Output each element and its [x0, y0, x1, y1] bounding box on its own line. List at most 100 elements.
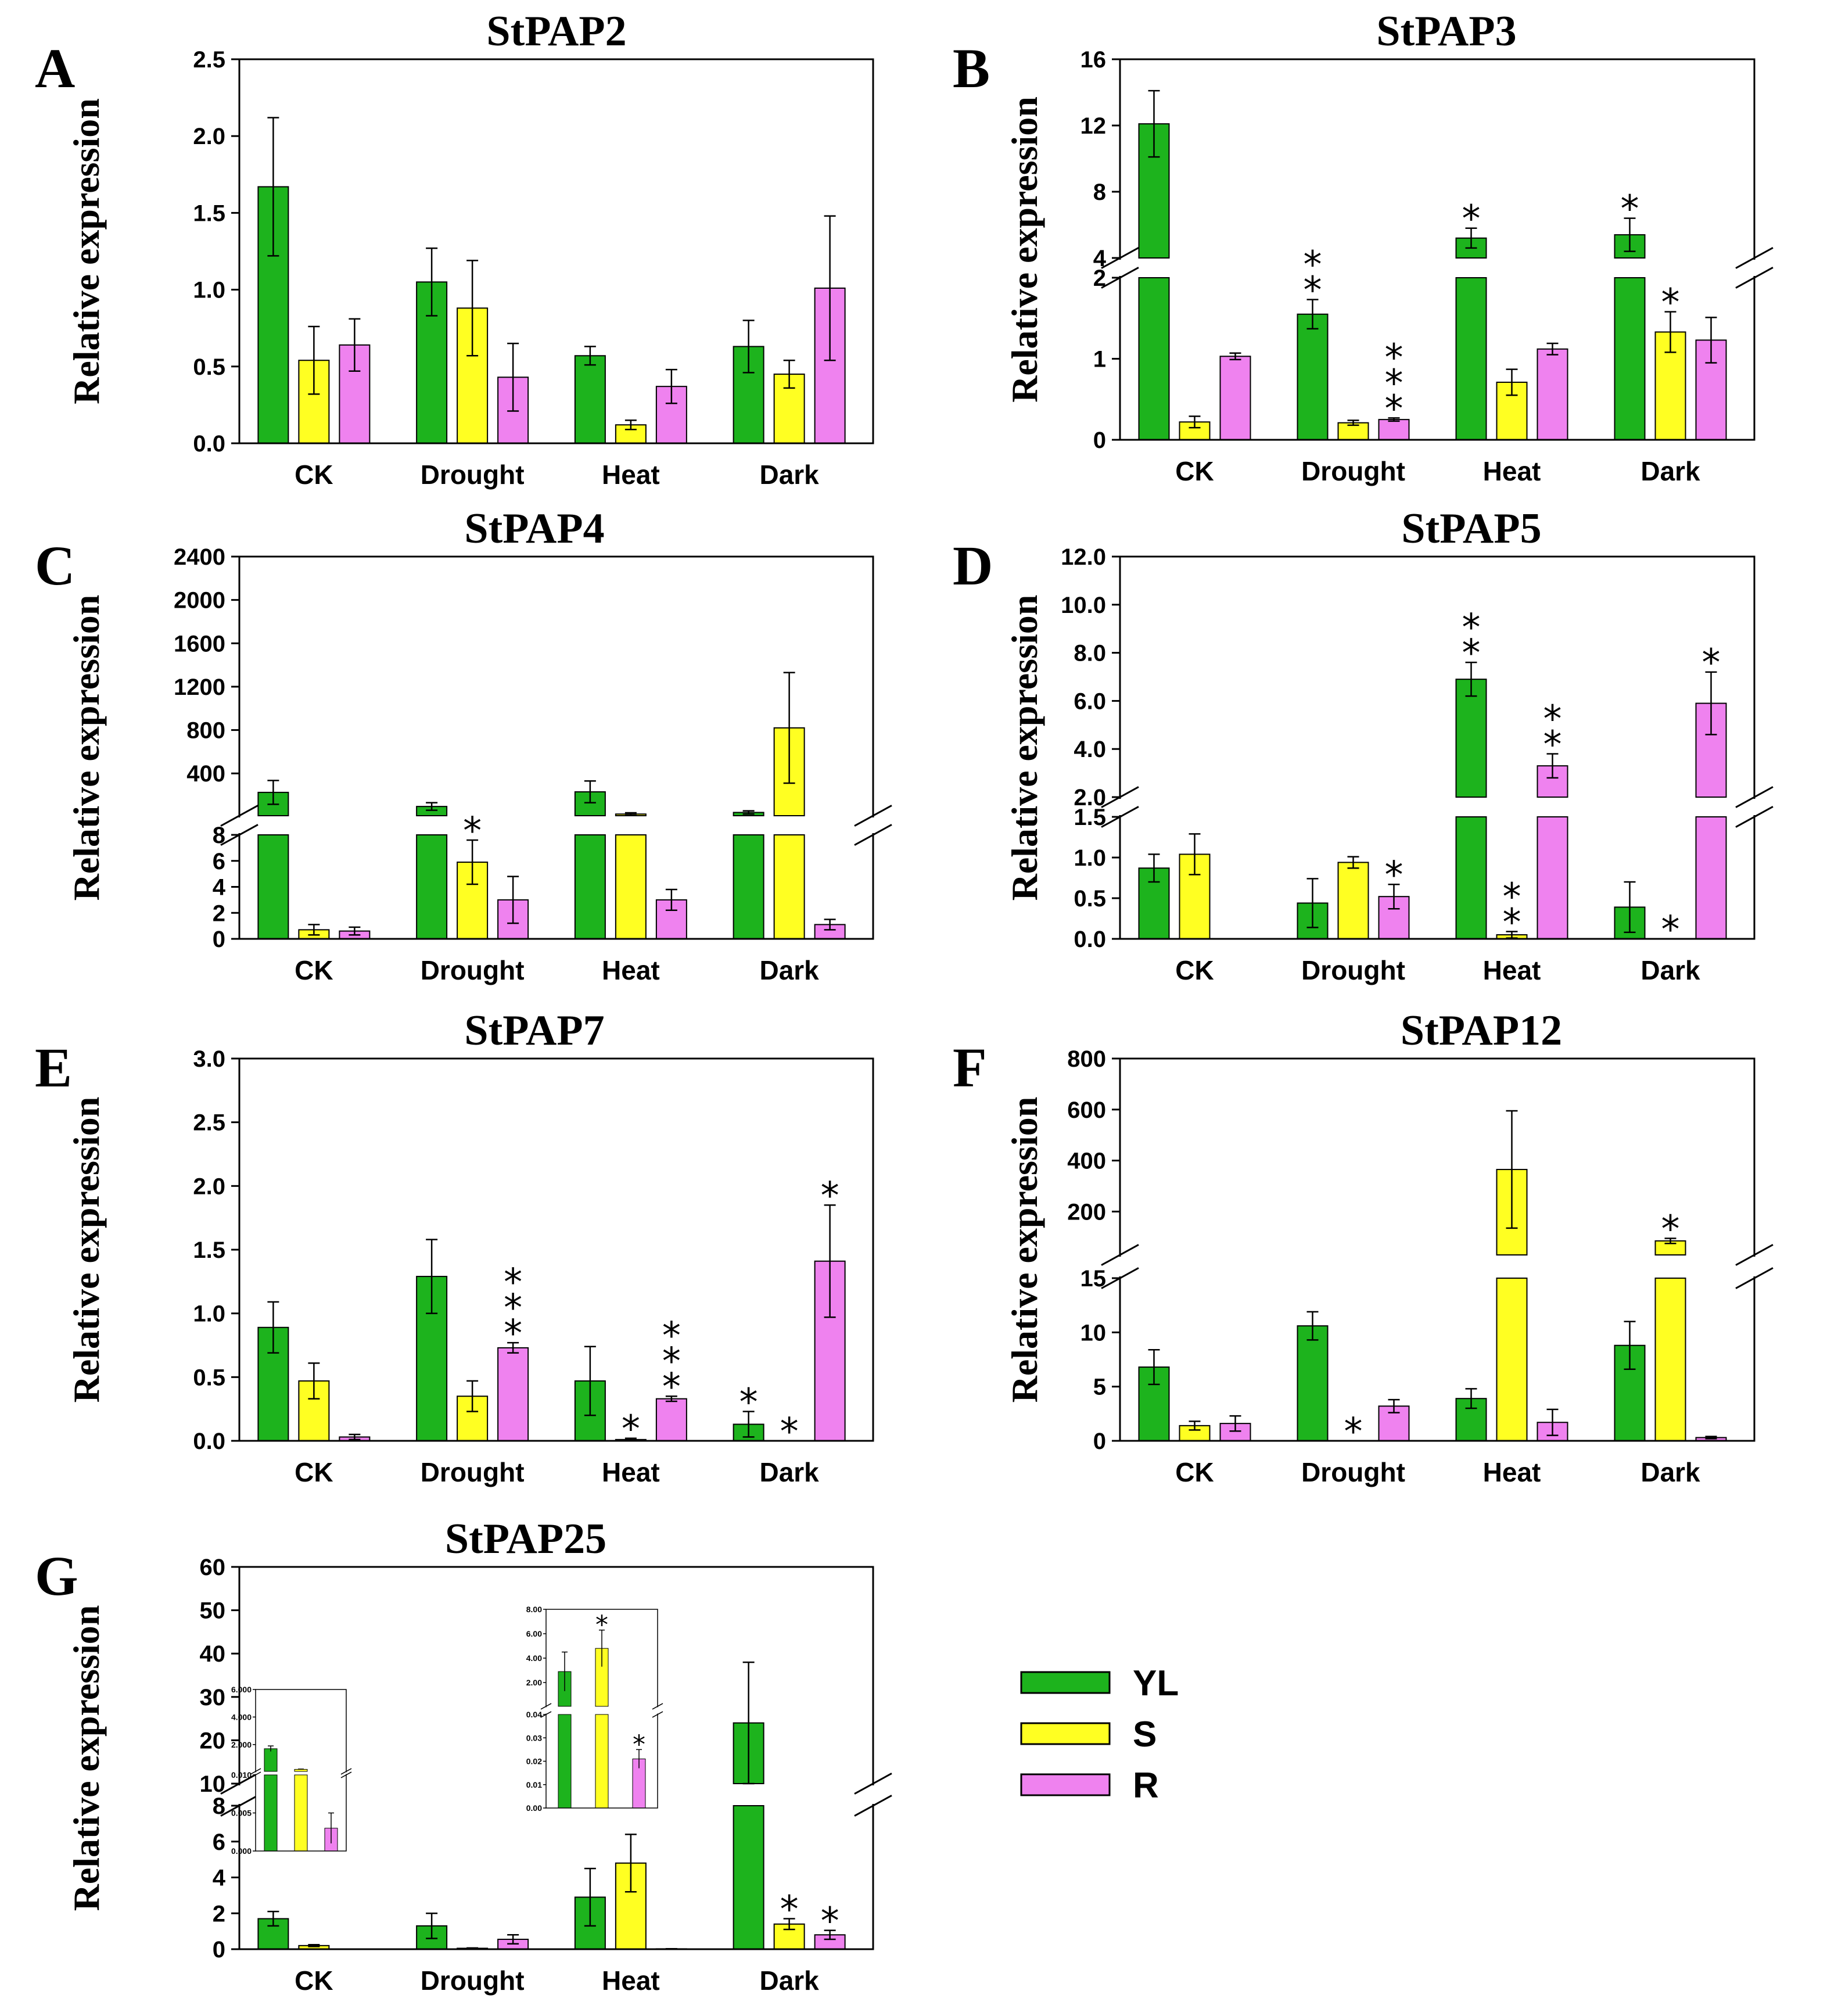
axis-break-mark — [1735, 267, 1774, 289]
x-tick-label: CK — [295, 955, 333, 985]
y-tick-label: 0 — [1093, 1429, 1106, 1454]
inset-y-tick-label: 0.03 — [526, 1733, 542, 1742]
inset-bar-s-upper — [294, 1769, 308, 1772]
bar-yl-ck-lower — [257, 834, 289, 939]
significance-mark: * — [463, 810, 482, 853]
bar-yl-ck-lower — [1138, 277, 1170, 440]
y-tick-label: 12.0 — [1061, 544, 1106, 570]
inset-bar-s-lower — [595, 1714, 609, 1809]
y-tick-label: 8 — [1093, 180, 1106, 205]
y-tick-label: 2 — [1093, 266, 1106, 291]
axis-break-mark — [220, 805, 259, 827]
y-tick-label: 60 — [200, 1555, 226, 1580]
bar-yl-drought — [1297, 1325, 1329, 1441]
bar-r-heat — [1537, 348, 1568, 441]
y-tick-label: 1.5 — [193, 1237, 225, 1263]
y-tick-label: 8.0 — [1074, 641, 1106, 666]
significance-mark: * — [1621, 188, 1639, 231]
panel-b: CK*****Drought*Heat**Dark012481216StPAP3… — [953, 8, 1774, 486]
significance-mark: * — [1661, 909, 1680, 952]
panel-letter: B — [953, 37, 990, 99]
bar-yl-heat-upper — [1455, 679, 1487, 798]
y-tick-label: 4 — [213, 875, 226, 901]
y-tick-label: 0 — [1093, 428, 1106, 453]
inset-y-tick-label: 6.000 — [231, 1685, 252, 1694]
y-tick-label: 2 — [213, 901, 225, 926]
y-axis-label: Relative expression — [1004, 1097, 1045, 1403]
bar-yl-heat — [574, 355, 606, 444]
y-tick-label: 0 — [213, 1937, 225, 1963]
panel-letter: G — [35, 1545, 78, 1607]
chart-title: StPAP5 — [1401, 505, 1541, 553]
chart-title: StPAP4 — [464, 505, 604, 553]
significance-mark: * — [1543, 698, 1562, 741]
y-axis-label: Relative expression — [66, 1097, 107, 1403]
significance-mark: * — [1702, 642, 1721, 685]
inset-bar-s-lower — [294, 1774, 308, 1852]
y-tick-label: 0.0 — [193, 431, 225, 457]
plot-frame — [1119, 1057, 1756, 1442]
axis-break-mark — [854, 805, 892, 827]
inset-heat: * * 0.00 0.01 0.02 0.03 0.04 2.00 4.00 6.00 8.00 — [526, 1605, 663, 1813]
y-tick-label: 3.0 — [193, 1046, 225, 1072]
x-tick-label: Heat — [1483, 955, 1541, 985]
x-tick-label: CK — [1175, 456, 1214, 486]
chart-title: StPAP2 — [486, 8, 626, 55]
panel-letter: C — [35, 535, 75, 597]
y-tick-label: 6.0 — [1074, 688, 1106, 714]
y-tick-label: 6 — [213, 1830, 225, 1855]
y-tick-label: 0.5 — [193, 1365, 225, 1390]
legend-swatch-yl — [1020, 1671, 1111, 1694]
bar-yl-dark-lower — [733, 1805, 764, 1950]
inset-y-tick-label: 0.02 — [526, 1757, 542, 1766]
y-tick-label: 10.0 — [1061, 593, 1106, 618]
significance-mark: * — [739, 1382, 758, 1425]
y-tick-label: 1600 — [174, 631, 225, 657]
x-tick-label: Heat — [1483, 1457, 1541, 1487]
y-tick-label: 2.0 — [193, 124, 225, 149]
inset-significance-mark: * — [595, 1610, 608, 1640]
bar-r-drought — [497, 1347, 529, 1442]
y-axis-label: Relative expression — [1004, 595, 1045, 901]
x-tick-label: CK — [295, 460, 333, 490]
significance-mark: * — [662, 1340, 681, 1383]
x-tick-label: Drought — [421, 460, 525, 490]
significance-mark: * — [1661, 1208, 1680, 1251]
plot-frame — [1119, 58, 1756, 441]
y-tick-label: 4 — [1093, 246, 1107, 271]
inset-y-tick-label: 0.01 — [526, 1780, 542, 1789]
panel-f: CK*Drought Heat*Dark051015200400600800StP… — [953, 1007, 1774, 1487]
axis-break-mark — [854, 824, 892, 846]
bar-yl-drought-lower — [416, 834, 448, 939]
y-tick-label: 1.0 — [193, 278, 225, 303]
x-tick-label: Heat — [602, 1965, 660, 1996]
x-tick-label: Dark — [759, 955, 819, 985]
y-tick-label: 0 — [213, 927, 225, 952]
y-tick-label: 1 — [1093, 347, 1106, 372]
x-tick-label: Dark — [1640, 1457, 1700, 1487]
x-tick-label: Heat — [602, 955, 660, 985]
inset-ck: 0.000 0.005 0.010 2.000 4.000 6.000 — [231, 1685, 352, 1856]
y-axis-label: Relative expression — [1004, 96, 1045, 403]
legend-swatch-s — [1020, 1722, 1111, 1745]
axis-break-mark — [854, 1795, 892, 1817]
x-tick-label: Heat — [1483, 456, 1541, 486]
legend-label-yl: YL — [1133, 1663, 1179, 1703]
inset-significance-mark: * — [633, 1730, 645, 1759]
significance-mark: * — [1344, 1411, 1363, 1454]
y-tick-label: 6 — [213, 849, 225, 874]
significance-mark: * — [821, 1175, 839, 1218]
bar-yl-dark-lower — [1614, 277, 1646, 440]
chart-title: StPAP7 — [464, 1007, 604, 1054]
y-tick-label: 800 — [186, 718, 225, 744]
y-tick-label: 1.5 — [193, 200, 225, 226]
panel-d: CK*Drought******Heat**Dark0.00.51.01.52.… — [953, 505, 1774, 985]
plot-frame — [238, 1566, 874, 1950]
significance-mark: * — [504, 1312, 522, 1355]
y-tick-label: 15 — [1080, 1266, 1107, 1292]
chart-title: StPAP12 — [1401, 1007, 1562, 1054]
significance-mark: * — [1385, 854, 1403, 897]
x-tick-label: Drought — [421, 955, 525, 985]
inset-frame — [255, 1689, 347, 1852]
significance-mark: * — [780, 1411, 799, 1454]
